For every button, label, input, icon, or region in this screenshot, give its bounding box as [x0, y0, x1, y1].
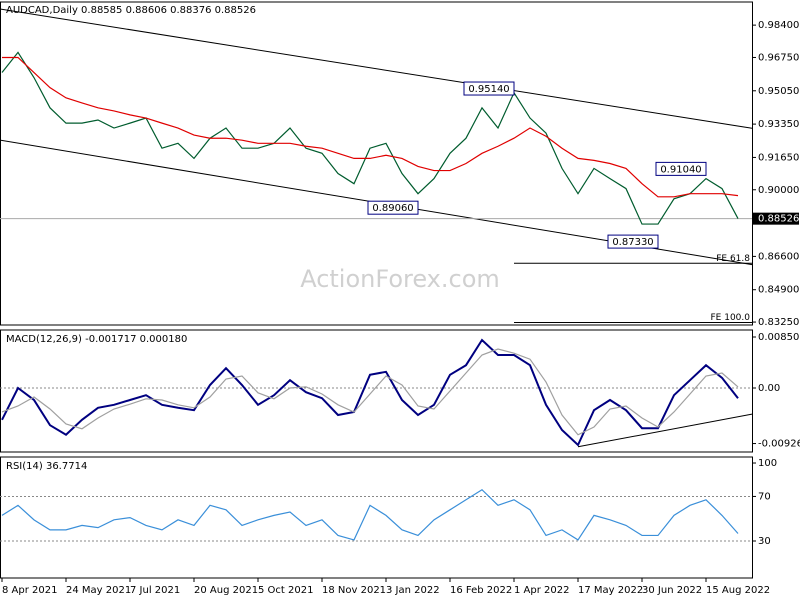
- x-tick-label: 8 Apr 2021: [2, 585, 57, 596]
- chart-header: AUDCAD,Daily 0.88585 0.88606 0.88376 0.8…: [6, 5, 256, 16]
- panel-frame: [0, 329, 753, 453]
- fe-label: FE 61.8: [716, 254, 750, 264]
- panel-title: RSI(14) 36.7714: [6, 461, 87, 472]
- current-price-label: 0.88526: [758, 214, 799, 225]
- y-tick-label: 0.96750: [758, 52, 799, 63]
- y-tick-label: 0.90000: [758, 185, 799, 196]
- panel-frame: [0, 1, 753, 326]
- y-tick-label: 0.008503: [758, 332, 800, 343]
- x-tick-label: 16 Feb 2022: [450, 585, 512, 596]
- fe-label: FE 100.0: [711, 313, 751, 323]
- trend-line: [577, 413, 753, 448]
- series-line: [1, 348, 739, 436]
- x-tick-label: 7 Jul 2021: [130, 585, 180, 596]
- annotation-label: 0.89060: [372, 203, 413, 214]
- y-tick-label: 0.86600: [758, 251, 799, 262]
- annotation-label: 0.95140: [468, 84, 509, 95]
- annotation-label: 0.87330: [612, 237, 653, 248]
- annotation-label: 0.91040: [660, 164, 701, 175]
- series-line: [1, 338, 739, 447]
- y-tick-label: 0.00: [758, 383, 780, 394]
- series-line: [2, 56, 739, 198]
- y-tick-label: 70: [758, 491, 771, 502]
- annotation-box: [463, 81, 515, 96]
- y-tick-label: 0.93350: [758, 119, 799, 130]
- y-tick-label: 0.84900: [758, 285, 799, 296]
- x-tick-label: 3 Jan 2022: [386, 585, 440, 596]
- x-tick-label: 5 Oct 2021: [258, 585, 313, 596]
- panel-frame: [0, 456, 753, 579]
- annotation-box: [655, 161, 707, 176]
- x-tick-label: 20 Aug 2021: [194, 585, 258, 596]
- series-line: [1, 488, 739, 541]
- annotation-box: [607, 234, 659, 249]
- x-tick-label: 17 May 2022: [578, 585, 643, 596]
- x-tick-label: 1 Apr 2022: [514, 585, 569, 596]
- series-line: [1, 51, 739, 225]
- x-tick-label: 30 Jun 2022: [642, 585, 702, 596]
- y-tick-label: 0.95050: [758, 86, 799, 97]
- y-tick-label: -0.009262: [758, 439, 800, 450]
- watermark: ActionForex.com: [300, 265, 500, 293]
- x-tick-label: 15 Aug 2022: [706, 585, 770, 596]
- y-tick-label: 100: [758, 458, 777, 469]
- y-tick-label: 30: [758, 536, 771, 547]
- panel-title: MACD(12,26,9) -0.001717 0.000180: [6, 334, 187, 345]
- y-tick-label: 0.83250: [758, 317, 799, 328]
- annotation-box: [367, 200, 419, 215]
- x-tick-label: 18 Nov 2021: [322, 585, 386, 596]
- x-tick-label: 24 May 2021: [66, 585, 131, 596]
- y-tick-label: 0.91650: [758, 152, 799, 163]
- current-price-box: [753, 212, 799, 225]
- trend-line: [0, 8, 753, 129]
- y-tick-label: 0.98400: [758, 20, 799, 31]
